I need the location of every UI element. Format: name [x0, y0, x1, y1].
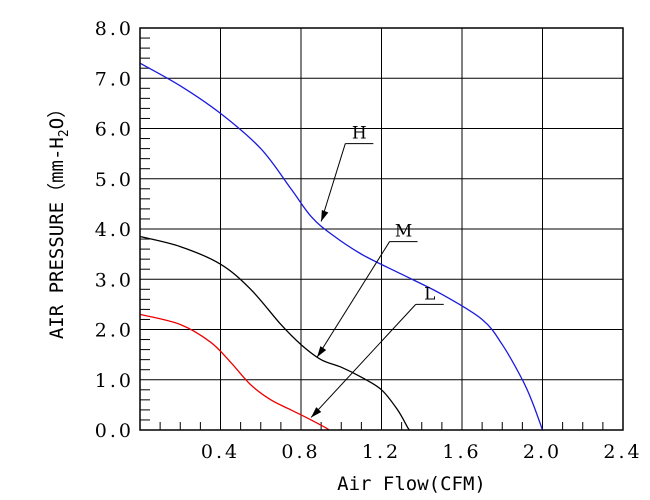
y-tick-label: 3.0 — [95, 269, 134, 291]
x-tick-label: 2.4 — [603, 441, 642, 463]
x-tick-label: 1.2 — [362, 441, 401, 463]
y-tick-label: 2.0 — [95, 320, 134, 342]
y-tick-label: 0.0 — [95, 420, 134, 442]
curve-label-h: H — [352, 124, 367, 144]
x-tick-label: 0.4 — [201, 441, 240, 463]
y-tick-label: 6.0 — [95, 119, 134, 141]
y-tick-label: 5.0 — [95, 169, 134, 191]
x-tick-labels: 0.4 0.8 1.2 1.6 2.0 2.4 — [201, 441, 642, 463]
curve-label-m: M — [395, 222, 412, 242]
y-tick-label: 7.0 — [95, 68, 134, 90]
curve-labels: H M L — [310, 124, 444, 418]
curve-label-l: L — [424, 284, 435, 304]
y-tick-label: 4.0 — [95, 219, 134, 241]
y-tick-label: 1.0 — [95, 370, 134, 392]
plot-frame — [139, 27, 624, 431]
y-axis-title-end: O） — [46, 99, 68, 129]
y-tick-label: 8.0 — [95, 18, 134, 40]
grid-lines — [140, 27, 624, 431]
arrow-head — [321, 209, 329, 222]
curves — [139, 62, 544, 431]
y-tick-labels: 0.0 1.0 2.0 3.0 4.0 5.0 6.0 7.0 8.0 — [95, 18, 134, 442]
leader-line — [316, 241, 391, 358]
arrow-head — [317, 346, 327, 358]
x-tick-label: 0.8 — [281, 441, 320, 463]
arrow-head — [311, 407, 322, 418]
y-axis-title: AIR PRESSURE（mm-H2O） — [46, 99, 72, 339]
curve-l — [139, 313, 330, 431]
leader-line — [320, 143, 346, 222]
curve-m — [139, 235, 411, 431]
x-tick-label: 2.0 — [523, 441, 562, 463]
y-axis-title-main: AIR PRESSURE（mm-H — [46, 137, 68, 339]
y-axis-title-subscript: 2 — [57, 129, 72, 137]
x-tick-label: 1.6 — [442, 441, 481, 463]
curve-h — [139, 62, 544, 431]
minor-ticks — [140, 37, 604, 430]
leader-line — [310, 304, 417, 418]
x-axis-title: Air Flow(CFM) — [337, 473, 486, 495]
